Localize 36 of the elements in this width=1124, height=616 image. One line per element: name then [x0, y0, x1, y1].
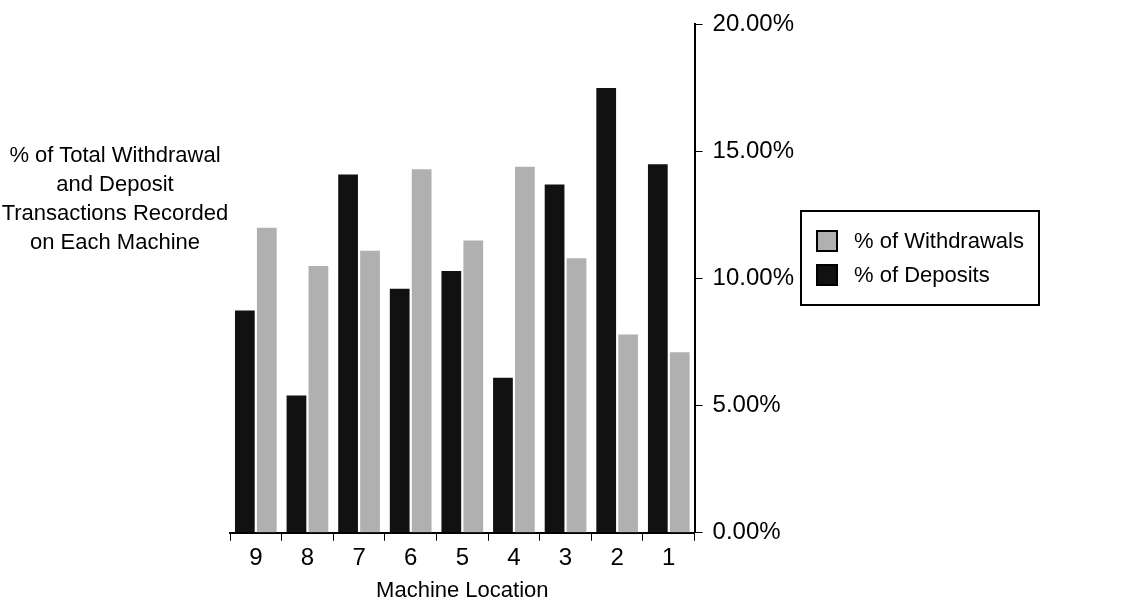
- bar: [647, 164, 668, 533]
- y-tick-label: 10.00%: [712, 263, 795, 291]
- bar: [618, 334, 639, 533]
- x-tick-label: 3: [558, 542, 573, 570]
- x-tick-label: 9: [249, 542, 263, 570]
- legend-label: % of Withdrawals: [854, 228, 1024, 254]
- bar: [338, 174, 358, 533]
- bar: [286, 395, 307, 533]
- x-tick-label: 8: [300, 542, 315, 570]
- y-axis-title: % of Total Withdrawal and Deposit Transactions Recorded on Each Machine: [0, 141, 230, 256]
- x-tick-label: 7: [352, 542, 366, 570]
- y-tick-label: 15.00%: [712, 136, 795, 164]
- bar: [389, 288, 410, 533]
- bar: [493, 377, 513, 533]
- y-tick-label: 5.00%: [712, 390, 781, 418]
- y-tick-label: 0.00%: [712, 517, 781, 545]
- bar: [360, 250, 380, 533]
- bar: [308, 265, 329, 533]
- bar: [463, 240, 484, 533]
- bar: [515, 166, 535, 533]
- legend-label: % of Deposits: [854, 262, 990, 288]
- x-tick-label: 5: [455, 542, 469, 570]
- bar: [234, 310, 255, 533]
- x-tick-label: 6: [404, 542, 418, 570]
- bar: [544, 184, 565, 533]
- bar: [256, 227, 277, 533]
- bar: [596, 87, 617, 533]
- x-tick-label: 1: [662, 542, 676, 570]
- bar: [441, 270, 462, 533]
- x-tick-label: 2: [610, 542, 624, 570]
- bar: [566, 258, 587, 533]
- bar: [411, 169, 432, 533]
- x-axis-title: Machine Location: [376, 576, 549, 602]
- x-tick-label: 4: [507, 542, 521, 570]
- bar: [669, 352, 690, 533]
- y-tick-label: 20.00%: [712, 9, 795, 37]
